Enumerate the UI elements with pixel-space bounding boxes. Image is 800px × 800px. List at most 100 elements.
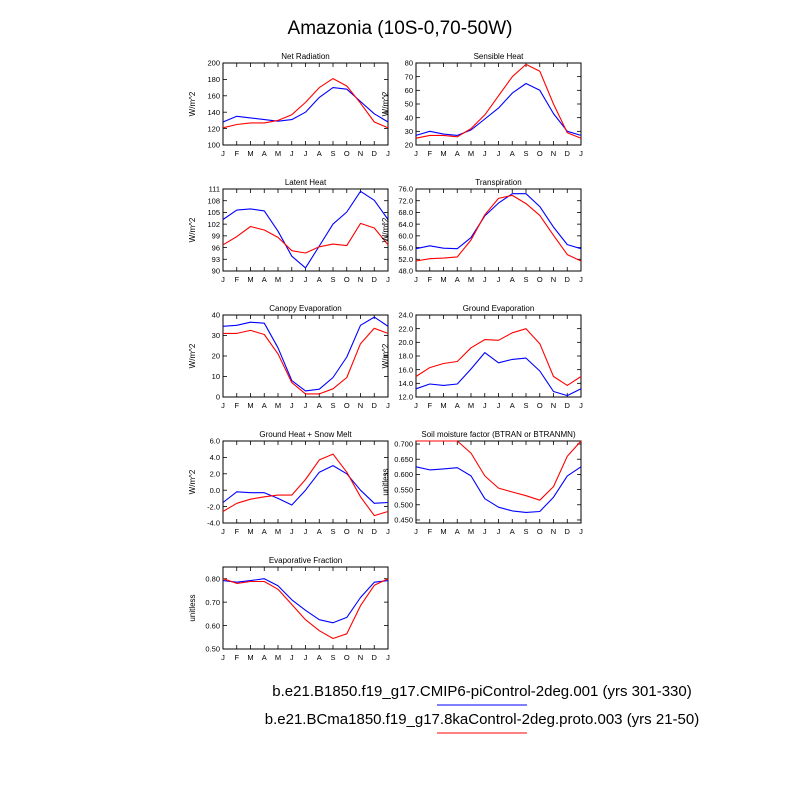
y-tick-label: 180: [207, 75, 220, 84]
panel-title: Evaporative Fraction: [269, 556, 342, 565]
y-tick-label: 72.0: [398, 196, 413, 205]
x-tick-label: J: [304, 527, 308, 536]
x-tick-label: M: [247, 149, 253, 158]
y-tick-label: 102: [207, 220, 220, 229]
y-tick-label: 0.50: [205, 645, 220, 654]
y-tick-label: 2.0: [210, 470, 220, 479]
x-tick-label: D: [565, 149, 571, 158]
y-tick-label: 50: [405, 100, 413, 109]
x-tick-label: M: [247, 401, 253, 410]
panel-soil-moisture-factor-btran-or-btranmn: Soil moisture factor (BTRAN or BTRANMN) J…: [381, 430, 583, 536]
x-tick-label: A: [317, 275, 322, 284]
y-tick-label: -2.0: [207, 502, 220, 511]
series-line-8ka: [223, 327, 389, 395]
series-line-8ka: [222, 453, 389, 517]
y-axis-label: unitless: [381, 468, 390, 495]
x-tick-label: A: [455, 275, 460, 284]
x-tick-label: J: [290, 401, 294, 410]
x-tick-label: M: [275, 401, 281, 410]
x-tick-label: J: [386, 149, 390, 158]
y-tick-label: 99: [212, 232, 220, 241]
legend: b.e21.B1850.f19_g17.CMIP6-piControl-2deg…: [265, 683, 699, 734]
x-tick-label: A: [262, 149, 267, 158]
y-axis-label: W/m^2: [188, 343, 197, 368]
x-tick-label: F: [234, 527, 239, 536]
x-tick-label: J: [579, 149, 583, 158]
plot-frame: [222, 314, 389, 398]
figure-title: Amazonia (10S-0,70-50W): [288, 18, 513, 39]
y-axis-label: W/m^2: [188, 91, 197, 116]
x-tick-label: J: [221, 275, 225, 284]
x-tick-label: M: [468, 275, 474, 284]
plot-frame: [222, 188, 389, 272]
x-tick-label: M: [247, 527, 253, 536]
series-line-control: [415, 82, 582, 136]
x-tick-label: S: [523, 275, 528, 284]
series-line-control: [222, 190, 389, 269]
y-tick-label: 0.700: [394, 440, 413, 449]
y-tick-label: 24.0: [398, 311, 413, 320]
y-tick-label: 40: [405, 113, 413, 122]
x-tick-label: J: [414, 527, 418, 536]
y-tick-label: 0.550: [394, 485, 413, 494]
x-tick-label: D: [372, 149, 378, 158]
x-tick-label: A: [262, 401, 267, 410]
plot-frame: [415, 62, 582, 146]
y-tick-label: 0.650: [394, 455, 413, 464]
x-tick-label: J: [221, 149, 225, 158]
y-tick-label: 0.600: [394, 470, 413, 479]
x-tick-label: F: [427, 149, 432, 158]
y-tick-label: 20.0: [398, 338, 413, 347]
y-tick-label: 56.0: [398, 243, 413, 252]
x-tick-label: M: [468, 401, 474, 410]
y-tick-label: 105: [207, 208, 220, 217]
x-tick-label: N: [551, 401, 556, 410]
x-tick-label: J: [579, 527, 583, 536]
y-tick-label: 68.0: [398, 208, 413, 217]
y-axis-label: unitless: [188, 594, 197, 621]
y-axis-label: W/m^2: [381, 91, 390, 116]
panel-title: Latent Heat: [285, 178, 327, 187]
y-tick-label: 96: [212, 243, 220, 252]
series-line-control: [222, 87, 389, 123]
series-line-8ka: [222, 78, 389, 129]
x-tick-label: J: [414, 149, 418, 158]
x-tick-label: J: [483, 527, 487, 536]
y-tick-label: 111: [209, 185, 220, 194]
series-line-8ka: [222, 578, 389, 640]
x-tick-label: N: [358, 149, 363, 158]
y-tick-label: 10: [212, 372, 220, 381]
x-tick-label: J: [414, 401, 418, 410]
x-tick-label: M: [440, 401, 446, 410]
x-tick-label: N: [358, 275, 363, 284]
plot-frame: [415, 440, 582, 524]
x-tick-label: J: [290, 275, 294, 284]
plot-frame: [222, 566, 389, 650]
x-tick-label: F: [427, 527, 432, 536]
x-tick-label: O: [344, 275, 350, 284]
x-tick-label: M: [275, 149, 281, 158]
y-tick-label: 60: [405, 86, 413, 95]
y-tick-label: 20: [212, 352, 220, 361]
x-tick-label: M: [440, 275, 446, 284]
y-axis-label: W/m^2: [188, 469, 197, 494]
y-tick-label: 60.0: [398, 232, 413, 241]
x-tick-label: S: [523, 401, 528, 410]
series-line-control: [415, 466, 582, 513]
y-axis-label: W/m^2: [188, 217, 197, 242]
series-line-8ka: [416, 440, 582, 501]
x-tick-label: D: [372, 275, 378, 284]
y-tick-label: 14.0: [398, 379, 413, 388]
legend-label-control: b.e21.B1850.f19_g17.CMIP6-piControl-2deg…: [272, 683, 691, 700]
y-tick-label: 6.0: [210, 437, 220, 446]
x-tick-label: F: [427, 401, 432, 410]
x-tick-label: S: [330, 653, 335, 662]
y-tick-label: 0.60: [205, 621, 220, 630]
x-tick-label: A: [317, 401, 322, 410]
y-tick-label: 90: [212, 267, 220, 276]
x-tick-label: O: [344, 401, 350, 410]
